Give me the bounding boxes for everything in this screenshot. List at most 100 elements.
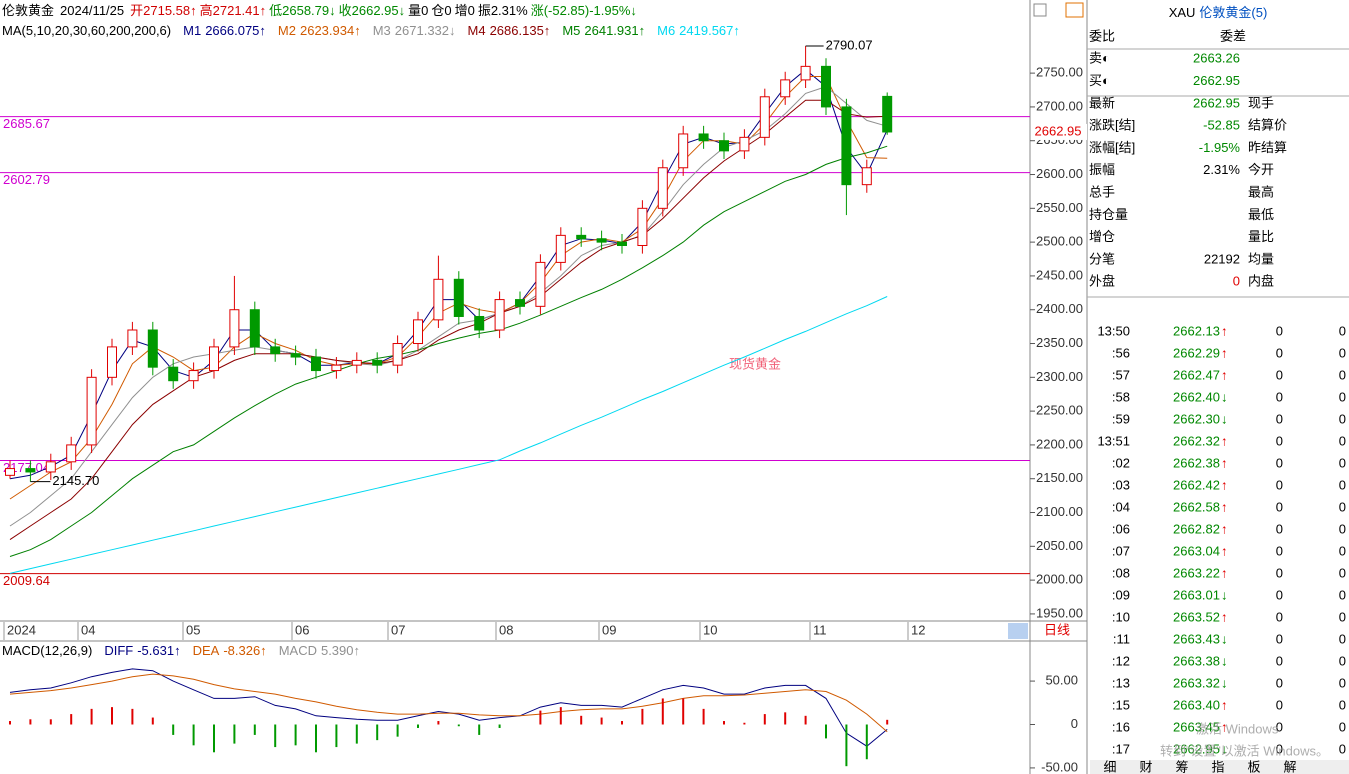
reference-label: 2009.64: [3, 573, 50, 588]
tick-time: :16: [1112, 719, 1130, 734]
tick-volume: 0: [1339, 543, 1346, 558]
legend-name: MACD: [279, 643, 317, 658]
tick-time: :57: [1112, 367, 1130, 382]
tick-volume: 0: [1339, 499, 1346, 514]
tick-time: :06: [1112, 521, 1130, 536]
quote-label: 内盘: [1248, 274, 1274, 289]
tick-volume: 0: [1339, 389, 1346, 404]
date-label: 05: [186, 622, 200, 637]
y-tick-label: 2050.00: [1036, 538, 1083, 553]
tick-direction: ↑: [1221, 719, 1228, 734]
candle-body: [25, 468, 36, 473]
quote-value: 2662.95: [1193, 95, 1240, 110]
candle-body: [413, 319, 423, 345]
tick-time: :09: [1112, 587, 1130, 602]
scroll-button[interactable]: [1008, 623, 1028, 639]
y-tick-label: 0: [1071, 716, 1078, 731]
candle-body: [290, 353, 301, 358]
candle-body: [657, 167, 668, 209]
legend-name: M5: [562, 23, 580, 38]
legend-name: M2: [278, 23, 296, 38]
tick-volume: 0: [1339, 741, 1346, 756]
candle-body: [453, 278, 464, 317]
tick-volume: 0: [1276, 719, 1283, 734]
macd-legend: MACD(12,26,9) DIFF -5.631↑ DEA -8.326↑ MACD 5.…: [2, 643, 360, 658]
tick-time: :04: [1112, 499, 1130, 514]
tick-time: :15: [1112, 697, 1130, 712]
y-tick-label: 50.00: [1045, 673, 1078, 688]
y-tick-label: 2550.00: [1036, 200, 1083, 215]
date-label: 06: [295, 622, 309, 637]
legend-name: M4: [468, 23, 486, 38]
legend-value: 2666.075↑: [205, 23, 266, 38]
legend-name: M1: [183, 23, 201, 38]
tick-volume: 0: [1276, 587, 1283, 602]
macd-label: MACD(12,26,9): [2, 643, 92, 658]
candle-body: [555, 234, 566, 263]
window-button[interactable]: [1033, 3, 1047, 17]
tick-time: :12: [1112, 653, 1130, 668]
macd-line: [9, 673, 888, 733]
quote-label: 量比: [1248, 229, 1274, 244]
tick-price: 2663.32: [1173, 675, 1220, 690]
candle-body: [719, 140, 729, 152]
tick-volume: 0: [1276, 411, 1283, 426]
y-tick-label: 2600.00: [1036, 166, 1083, 181]
tab[interactable]: 板: [1247, 759, 1260, 774]
tab[interactable]: 筹: [1175, 759, 1188, 774]
quote-label: 现手: [1248, 95, 1274, 110]
legend-value: 5.390↑: [321, 643, 360, 658]
window-button[interactable]: [1065, 2, 1084, 18]
date-label: 07: [391, 622, 405, 637]
tick-direction: ↓: [1221, 411, 1228, 426]
y-tick-label: 2150.00: [1036, 470, 1083, 485]
header: 伦敦黄金 2024/11/25 开2715.58↑ 高2721.41↑ 低2658.79…: [2, 3, 637, 18]
tick-time: :59: [1112, 411, 1130, 426]
tick-volume: 0: [1339, 411, 1346, 426]
candle-body: [249, 309, 260, 348]
tab[interactable]: 解: [1283, 759, 1296, 774]
quote-label: 委差: [1220, 28, 1246, 43]
tick-volume: 0: [1276, 345, 1283, 360]
tick-time: 13:50: [1097, 323, 1130, 338]
tab[interactable]: 指: [1211, 759, 1224, 774]
candle-body: [515, 299, 525, 307]
tick-volume: 0: [1276, 499, 1283, 514]
quote-label: 持仓量: [1089, 207, 1128, 222]
y-tick-label: 2700.00: [1036, 98, 1083, 113]
watermark: 现货黄金: [729, 356, 781, 371]
legend-value: 2671.332↓: [395, 23, 456, 38]
tick-direction: ↑: [1221, 543, 1228, 558]
tick-time: :56: [1112, 345, 1130, 360]
tick-volume: 0: [1276, 697, 1283, 712]
candle-body: [637, 207, 648, 247]
tick-price: 2663.40: [1173, 697, 1220, 712]
tick-direction: ↓: [1221, 653, 1228, 668]
quote-label: 总手: [1089, 185, 1115, 200]
candle-body: [861, 167, 872, 186]
period-label: 日线: [1044, 622, 1070, 637]
quote-label: 结算价: [1248, 118, 1287, 133]
tick-time: :07: [1112, 543, 1130, 558]
tick-direction: ↓: [1221, 741, 1228, 756]
candle-body: [841, 106, 852, 186]
quote-value: 22192: [1204, 251, 1240, 266]
tick-volume: 0: [1276, 741, 1283, 756]
y-tick-label: 2500.00: [1036, 234, 1083, 249]
tick-volume: 0: [1339, 719, 1346, 734]
quote-value: -52.85: [1203, 118, 1240, 133]
tick-direction: ↑: [1221, 455, 1228, 470]
tick-volume: 0: [1339, 455, 1346, 470]
ma-legend: MA(5,10,20,30,60,200,200,6) M1 2666.075↑ M2…: [2, 23, 740, 38]
tick-volume: 0: [1339, 697, 1346, 712]
tick-direction: ↑: [1221, 499, 1228, 514]
tab[interactable]: 细: [1103, 759, 1116, 774]
tick-time: :02: [1112, 455, 1130, 470]
tab[interactable]: 财: [1139, 759, 1152, 774]
quote-label: 今开: [1248, 162, 1274, 177]
tick-direction: ↑: [1221, 367, 1228, 382]
price-marker-label: 2662.95: [1035, 123, 1082, 138]
legend-value: 2623.934↑: [300, 23, 361, 38]
candle-body: [882, 95, 893, 133]
ma-line: [9, 296, 888, 574]
